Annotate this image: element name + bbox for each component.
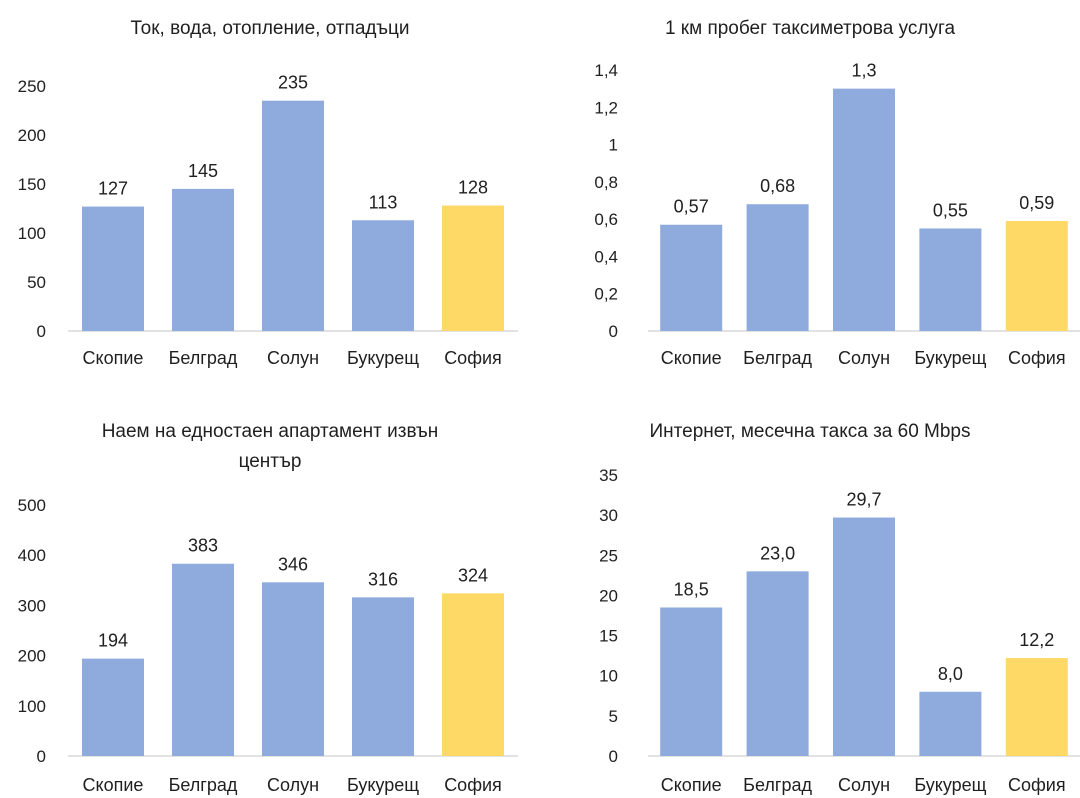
data-label: 23,0 bbox=[760, 543, 795, 563]
y-tick-label: 10 bbox=[599, 667, 618, 686]
data-label: 1,3 bbox=[851, 61, 876, 81]
data-label: 346 bbox=[278, 554, 308, 574]
data-label: 0,55 bbox=[933, 200, 968, 220]
x-category-label: Скопие bbox=[661, 348, 722, 368]
x-category-label: Букурещ bbox=[347, 775, 419, 795]
bar-5 bbox=[442, 205, 504, 331]
data-label: 324 bbox=[458, 565, 488, 585]
x-category-label: София bbox=[444, 348, 502, 368]
data-label: 145 bbox=[188, 161, 218, 181]
data-label: 127 bbox=[98, 179, 128, 199]
x-category-label: София bbox=[1008, 348, 1066, 368]
chart-internet: Интернет, месечна такса за 60 Mbps 0 5 10 15… bbox=[599, 421, 1080, 795]
x-category-label: Белград bbox=[169, 775, 238, 795]
bar-3 bbox=[262, 582, 324, 756]
bar-5 bbox=[1005, 658, 1068, 756]
y-tick-label: 0 bbox=[609, 747, 618, 766]
y-tick-label: 20 bbox=[599, 586, 618, 605]
x-category-label: София bbox=[444, 775, 502, 795]
y-tick-label: 200 bbox=[18, 647, 46, 666]
bar-2 bbox=[172, 563, 234, 756]
bar-1 bbox=[82, 658, 144, 756]
y-tick-label: 1,4 bbox=[594, 61, 618, 80]
y-tick-label: 0 bbox=[37, 747, 46, 766]
x-category-label: София bbox=[1008, 775, 1066, 795]
y-tick-label: 300 bbox=[18, 596, 46, 615]
chart-utilities: Ток, вода, отопление, отпадъци 0 50 100 150 2… bbox=[18, 18, 518, 368]
bar-3 bbox=[262, 100, 324, 331]
data-label: 235 bbox=[278, 73, 308, 93]
data-label: 316 bbox=[368, 569, 398, 589]
data-label: 8,0 bbox=[938, 664, 963, 684]
bar-1 bbox=[660, 224, 723, 331]
y-tick-label: 50 bbox=[27, 273, 46, 292]
y-tick-label: 500 bbox=[18, 496, 46, 515]
y-tick-label: 15 bbox=[599, 627, 618, 646]
data-label: 383 bbox=[188, 536, 218, 556]
y-tick-label: 5 bbox=[609, 707, 618, 726]
y-tick-label: 0,8 bbox=[594, 173, 618, 192]
y-tick-label: 30 bbox=[599, 506, 618, 525]
data-label: 0,59 bbox=[1019, 193, 1054, 213]
y-tick-label: 1 bbox=[609, 136, 618, 155]
x-category-label: Белград bbox=[169, 348, 238, 368]
y-tick-label: 25 bbox=[599, 546, 618, 565]
data-label: 113 bbox=[369, 192, 398, 212]
chart-title-line: 1 км пробег таксиметрова услуга bbox=[665, 18, 956, 39]
bar-3 bbox=[833, 517, 895, 756]
data-label: 29,7 bbox=[846, 490, 881, 510]
x-category-label: Белград bbox=[743, 775, 812, 795]
y-tick-label: 0 bbox=[609, 322, 618, 341]
y-tick-label: 400 bbox=[18, 546, 46, 565]
x-category-label: Солун bbox=[267, 348, 319, 368]
x-category-label: Белград bbox=[743, 348, 812, 368]
bar-5 bbox=[442, 593, 504, 756]
x-category-label: Солун bbox=[838, 775, 890, 795]
y-tick-label: 0,2 bbox=[594, 285, 618, 304]
x-category-label: Букурещ bbox=[347, 348, 419, 368]
chart-taxi: 1 км пробег таксиметрова услуга 0 0,2 0,4 0,… bbox=[594, 18, 1080, 368]
y-tick-label: 100 bbox=[18, 697, 46, 716]
data-label: 0,57 bbox=[674, 197, 709, 217]
bar-2 bbox=[746, 204, 809, 331]
bar-2 bbox=[746, 571, 809, 756]
data-label: 194 bbox=[98, 631, 128, 651]
data-label: 18,5 bbox=[674, 579, 709, 599]
data-label: 128 bbox=[458, 178, 488, 198]
y-tick-label: 200 bbox=[18, 126, 46, 145]
chart-title-line: Ток, вода, отопление, отпадъци bbox=[131, 18, 410, 39]
chart-rent: Наем на едностаен апартамент извън център… bbox=[18, 421, 518, 795]
x-category-label: Букурещ bbox=[914, 775, 986, 795]
y-tick-label: 0,6 bbox=[594, 210, 618, 229]
x-category-label: Букурещ bbox=[914, 348, 986, 368]
y-tick-label: 0 bbox=[37, 322, 46, 341]
x-category-label: Скопие bbox=[83, 775, 144, 795]
bar-4 bbox=[919, 228, 982, 331]
y-tick-label: 150 bbox=[18, 175, 46, 194]
x-category-label: Солун bbox=[267, 775, 319, 795]
x-category-label: Солун bbox=[838, 348, 890, 368]
bar-4 bbox=[352, 597, 414, 756]
chart-title-line: Наем на едностаен апартамент извън bbox=[102, 421, 439, 442]
bar-1 bbox=[660, 607, 723, 756]
bar-4 bbox=[352, 220, 414, 331]
x-category-label: Скопие bbox=[83, 348, 144, 368]
data-label: 12,2 bbox=[1019, 630, 1054, 650]
chart-title-line: център bbox=[239, 451, 302, 472]
data-label: 0,68 bbox=[760, 176, 795, 196]
y-tick-label: 0,4 bbox=[594, 247, 618, 266]
bar-1 bbox=[82, 206, 144, 331]
chart-title-line: Интернет, месечна такса за 60 Mbps bbox=[649, 421, 970, 442]
y-tick-label: 100 bbox=[18, 224, 46, 243]
y-tick-label: 1,2 bbox=[594, 98, 618, 117]
bar-4 bbox=[919, 691, 982, 756]
bar-2 bbox=[172, 188, 234, 331]
y-tick-label: 35 bbox=[599, 466, 618, 485]
bar-5 bbox=[1005, 221, 1068, 331]
x-category-label: Скопие bbox=[661, 775, 722, 795]
bar-3 bbox=[833, 88, 895, 332]
y-tick-label: 250 bbox=[18, 77, 46, 96]
